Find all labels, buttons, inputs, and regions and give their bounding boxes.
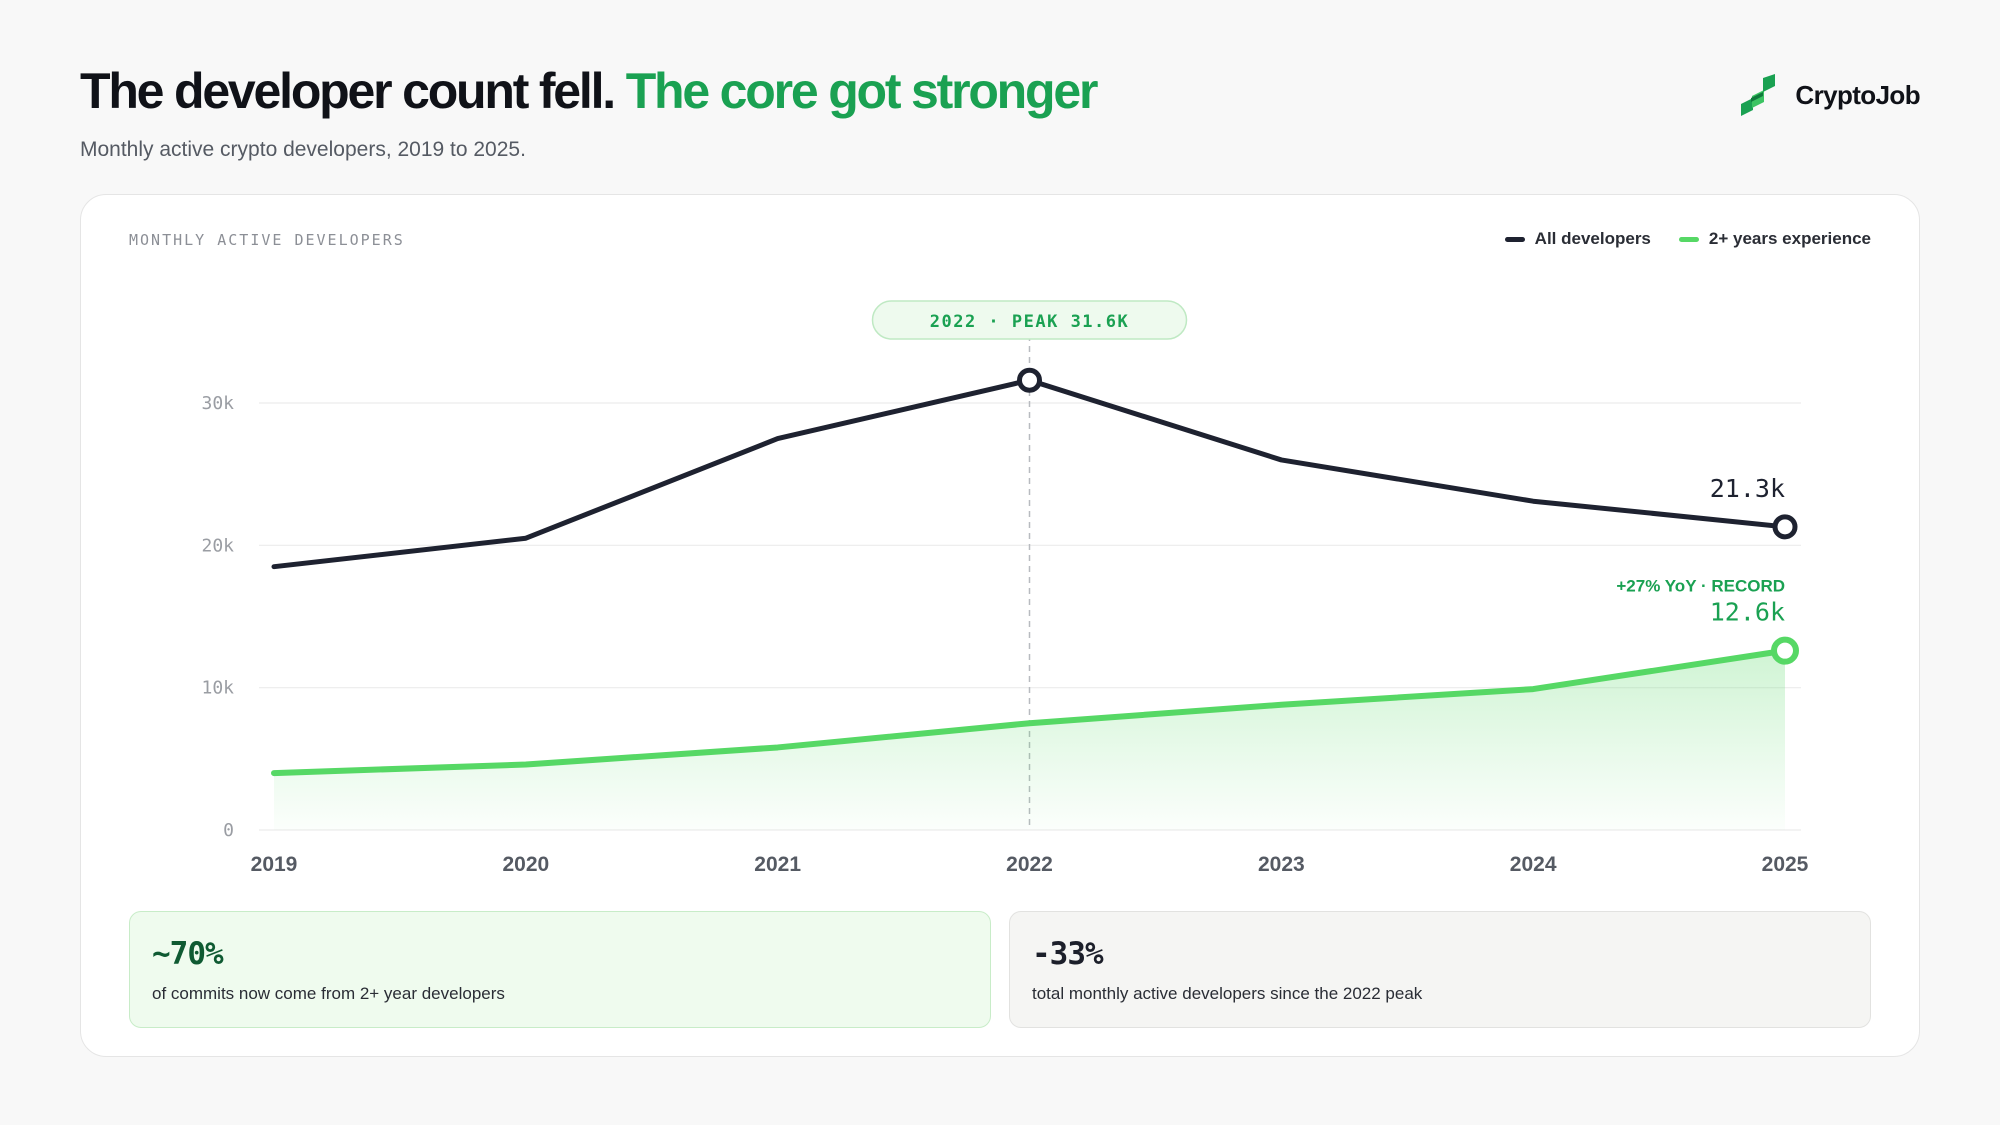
x-tick-label-2020: 2020	[502, 853, 549, 876]
stat-value-decline: -33%	[1032, 936, 1104, 972]
legend-item-all: All developers	[1504, 229, 1651, 249]
x-tick-label-2025: 2025	[1762, 853, 1809, 876]
x-tick-label-2023: 2023	[1258, 853, 1305, 876]
stat-value-commits: ~70%	[152, 936, 224, 972]
end-value-label-experienced: 12.6k	[1710, 598, 1785, 627]
end-sublabel-experienced: +27% YoY · RECORD	[1616, 577, 1785, 596]
series-line-experienced	[271, 647, 1788, 777]
brand-logo: CryptoJob	[1735, 74, 1921, 116]
y-tick-label-0: 0	[223, 820, 234, 841]
legend-swatch-all	[1504, 236, 1525, 242]
panel-label: MONTHLY ACTIVE DEVELOPERS	[129, 231, 405, 249]
legend-label-experienced: 2+ years experience	[1708, 229, 1871, 248]
legend-swatch-experienced	[1678, 236, 1699, 242]
stat-card-commits: ~70% of commits now come from 2+ year de…	[129, 911, 991, 1028]
series-area-experienced	[274, 650, 1785, 830]
point-peak-all	[1017, 367, 1042, 393]
stat-desc-decline: total monthly active developers since th…	[1032, 984, 1423, 1003]
point-end-all	[1772, 514, 1798, 540]
point-end-experienced	[1771, 636, 1799, 665]
page-subtitle: Monthly active crypto developers, 2019 t…	[80, 138, 526, 161]
y-tick-label-30k: 30k	[201, 393, 234, 414]
x-tick-label-2024: 2024	[1510, 853, 1557, 876]
legend-item-experienced: 2+ years experience	[1678, 229, 1871, 249]
title-accent: The core got stronger	[625, 63, 1099, 119]
stat-desc-commits: of commits now come from 2+ year develop…	[152, 984, 505, 1003]
chart-legend: All developers 2+ years experience	[1504, 229, 1871, 249]
title-main: The developer count fell.	[80, 63, 616, 119]
legend-label-all: All developers	[1534, 229, 1651, 248]
page-title: The developer count fell. The core got s…	[80, 62, 1099, 120]
line-chart: 0 10k 20k 30k 2019 2020 2021 2022 2023 2024 2025 20…	[201, 300, 1809, 876]
end-value-label-all: 21.3k	[1710, 474, 1785, 503]
chart-card: MONTHLY ACTIVE DEVELOPERS All developers…	[80, 194, 1920, 1057]
stat-card-decline: -33% total monthly active developers sin…	[1009, 911, 1871, 1028]
cryptojob-logo-icon	[1741, 74, 1776, 116]
brand-name: CryptoJob	[1795, 79, 1920, 110]
x-tick-label-2019: 2019	[251, 853, 298, 876]
x-tick-label-2022: 2022	[1006, 853, 1053, 876]
y-tick-label-10k: 10k	[201, 678, 234, 699]
x-tick-label-2021: 2021	[754, 853, 801, 876]
y-tick-label-20k: 20k	[201, 535, 234, 556]
peak-badge-label: 2022 · PEAK 31.6K	[930, 312, 1130, 332]
peak-badge	[871, 300, 1188, 340]
